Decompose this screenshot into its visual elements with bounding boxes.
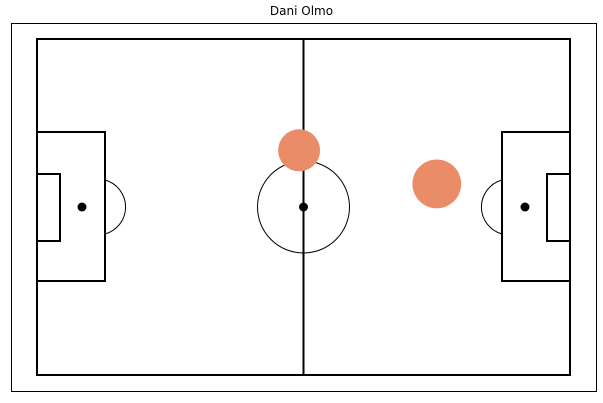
left-penalty-area [36,131,106,282]
left-penalty-arc [104,179,127,235]
right-penalty-area [501,131,571,282]
data-points [278,129,462,209]
data-point-1 [278,129,321,172]
chart-title: Dani Olmo [269,4,334,18]
right-goal-area [546,173,571,242]
center-spot [299,202,308,212]
left-penalty-spot [77,202,87,212]
right-penalty-arc [480,179,503,235]
axes-frame [11,23,597,392]
left-goal-area [36,173,61,242]
data-point-2 [412,159,462,209]
right-penalty-spot [520,202,530,212]
